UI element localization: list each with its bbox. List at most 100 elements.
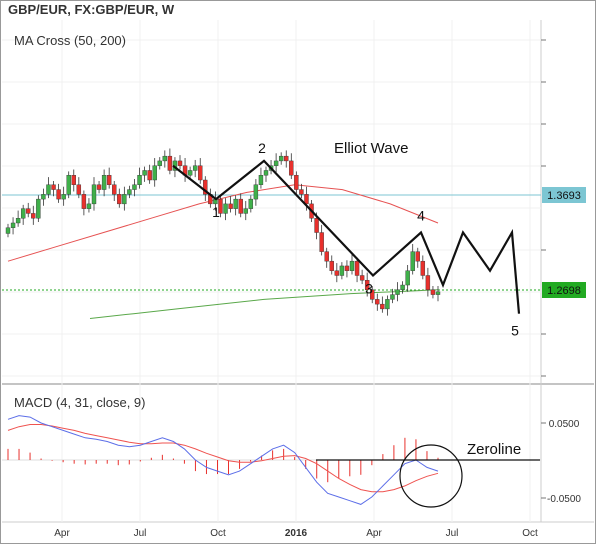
candle-body [354, 260, 360, 276]
candle-body [66, 175, 71, 195]
candle-body [172, 160, 178, 171]
elliott-wave: 1 2 3 4 5 [172, 140, 521, 339]
candle-body [364, 280, 370, 291]
candle-body [5, 227, 11, 234]
candle-body [198, 165, 203, 181]
candle-body [334, 270, 340, 276]
moving-averages [7, 184, 439, 319]
candle-body [435, 291, 441, 295]
candle-body [157, 160, 162, 166]
symbol-title: GBP/EUR, FX:GBP/EUR, W [8, 2, 175, 17]
candle-body [31, 213, 36, 219]
macd-indicator-label: MACD (4, 31, close, 9) [14, 395, 146, 410]
macd-line [7, 415, 439, 505]
candle-body [258, 175, 264, 185]
candle-body [106, 175, 112, 185]
price-axis: 1.3693 1.2698 0.0500 -0.0500 [541, 187, 586, 505]
candle-body [41, 194, 46, 200]
candle-body [339, 265, 345, 276]
candle-body [162, 155, 168, 162]
candle-body [329, 260, 334, 271]
ma-fast-line [7, 184, 439, 262]
candle-body [101, 175, 107, 190]
candle-body [395, 289, 400, 295]
price-tag: 1.3693 [547, 190, 581, 202]
x-tick-label: 2016 [285, 528, 308, 539]
zeroline-label: Zeroline [467, 441, 521, 458]
candle-body [76, 184, 82, 195]
candle-body [223, 203, 228, 214]
x-tick-label: Oct [210, 528, 226, 539]
candle-body [177, 160, 183, 166]
x-tick-label: Apr [54, 528, 70, 539]
highlight-circle [399, 444, 463, 508]
elliott-wave-line [172, 159, 521, 314]
candle-body [71, 175, 76, 185]
candle-body [278, 155, 284, 162]
candle-body [253, 184, 259, 200]
candle-body [127, 189, 132, 195]
candle-body [304, 194, 309, 205]
candle-body [112, 184, 117, 195]
candle-body [46, 184, 51, 195]
candle-body [56, 189, 61, 200]
candle-body [228, 203, 233, 209]
candle-body [81, 194, 87, 209]
candle-body [289, 160, 294, 176]
candle-body [415, 251, 420, 262]
candle-body [263, 170, 269, 176]
wave-label-1: 1 [212, 204, 220, 220]
ma-indicator-label: MA Cross (50, 200) [14, 33, 126, 48]
candle-body [349, 260, 355, 271]
candle-body [359, 275, 365, 281]
x-tick-label: Apr [366, 528, 382, 539]
macd-signal-line [7, 424, 439, 493]
candle-body [192, 165, 198, 171]
candle-body [20, 208, 26, 219]
candle-body [10, 222, 16, 228]
candle-body [147, 170, 152, 181]
candle-body [273, 160, 279, 166]
candles [5, 148, 441, 316]
candle-body [132, 184, 137, 190]
candle-body [319, 232, 324, 252]
ma-slow-line [89, 289, 439, 319]
wave-label-5: 5 [511, 323, 519, 339]
wave-label-4: 4 [417, 208, 425, 224]
candle-body [284, 155, 289, 162]
candle-body [324, 251, 329, 262]
candle-body [380, 303, 385, 310]
price-tag-bg [542, 282, 586, 298]
x-tick-label: Jul [134, 528, 147, 539]
x-tick-label: Oct [522, 528, 538, 539]
macd-y-tick: 0.0500 [549, 419, 580, 430]
candle-body [430, 289, 436, 295]
candle-body [390, 294, 395, 300]
candle-body [233, 198, 238, 209]
candle-body [299, 189, 304, 195]
candle-body [96, 184, 102, 190]
x-tick-label: Jul [446, 528, 459, 539]
candle-body [167, 155, 173, 171]
candle-body [122, 194, 127, 205]
candle-body [142, 170, 147, 176]
candle-body [51, 184, 56, 190]
candle-body [36, 198, 41, 219]
candle-body [91, 184, 97, 205]
candle-body [187, 170, 193, 176]
elliot-wave-title: Elliot Wave [334, 140, 408, 157]
candle-body [420, 260, 426, 276]
grid [2, 20, 546, 522]
candle-body [117, 194, 122, 205]
candle-body [410, 251, 415, 271]
candle-body [218, 198, 223, 214]
candle-body [243, 208, 248, 214]
candle-body [375, 299, 380, 305]
candle-body [400, 284, 405, 291]
macd-y-tick: -0.0500 [547, 494, 581, 505]
wave-label-3: 3 [365, 280, 373, 296]
price-tag: 1.2698 [547, 285, 581, 297]
candle-body [314, 218, 319, 233]
